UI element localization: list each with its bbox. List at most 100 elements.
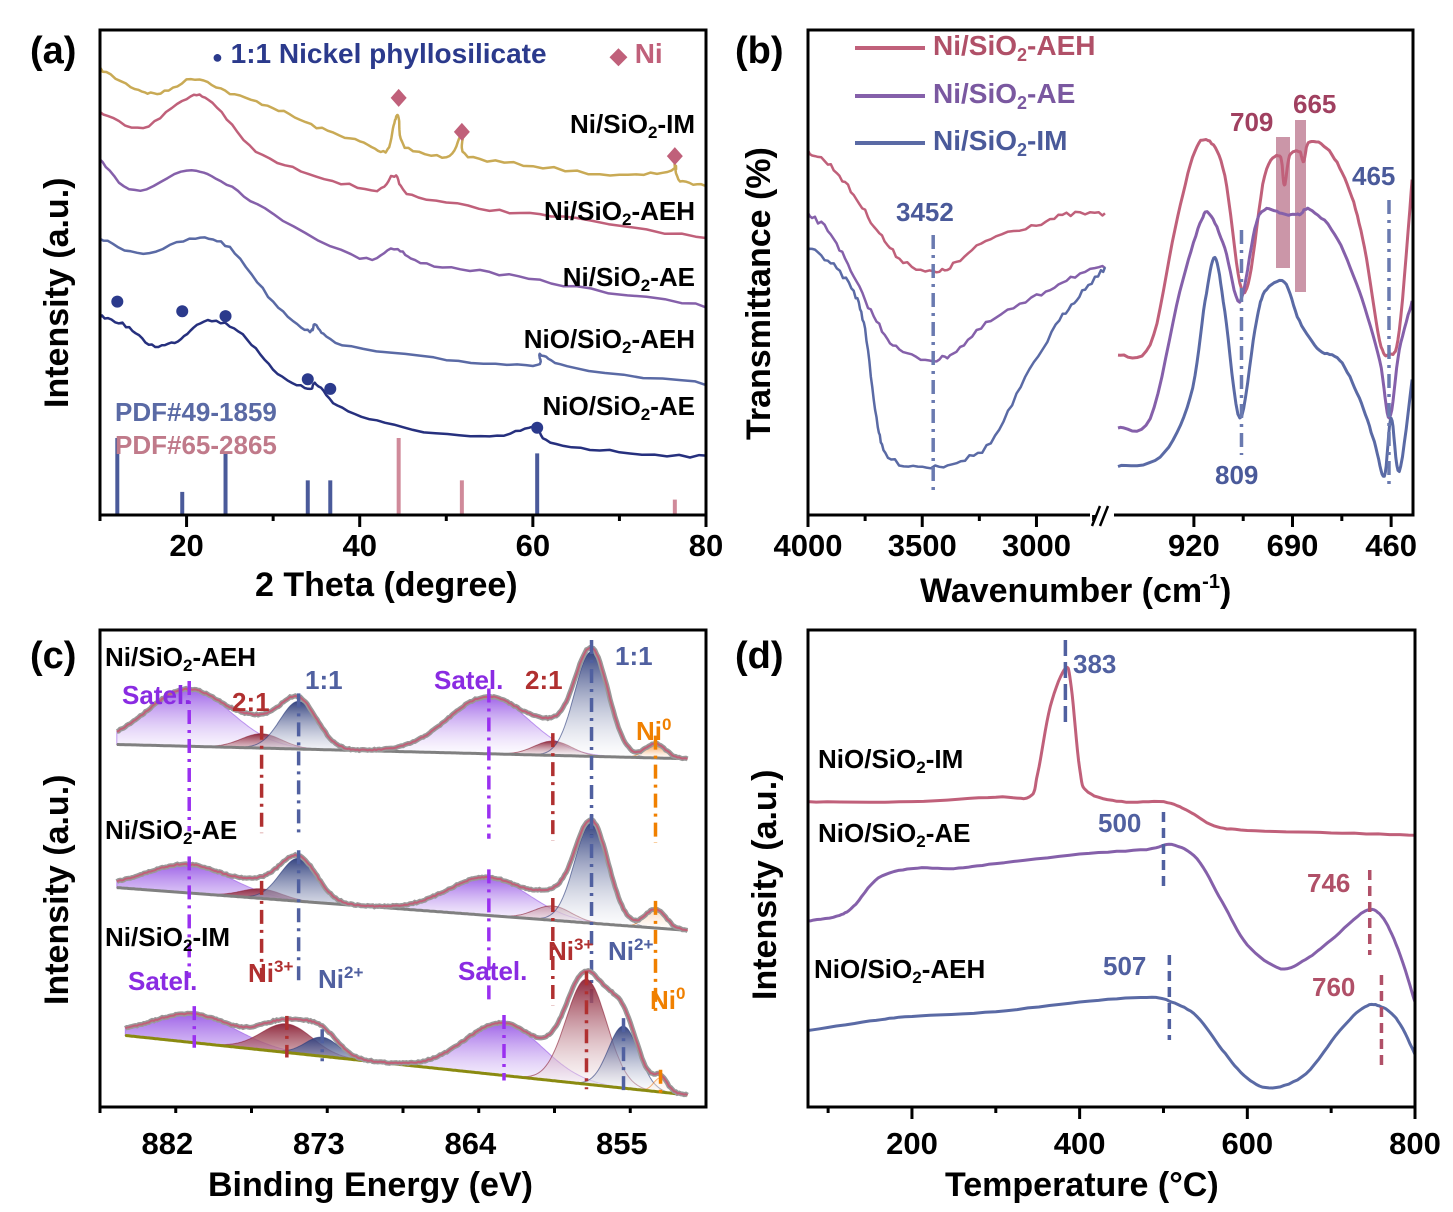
xrd-curve-Ni/SiO2-AE [99, 158, 707, 309]
legend-b-0: Ni/SiO2-AEH [933, 30, 1096, 65]
spectrum-label-c-2: Ni/SiO2-IM [105, 924, 230, 954]
panel-label-c: (c) [30, 635, 77, 677]
y-axis-title-d: Intensity (a.u.) [746, 769, 784, 1000]
panel-label-a: (a) [30, 30, 77, 72]
peak-annotation-sup: 0 [676, 984, 686, 1003]
phyllosilicate-marker [531, 421, 544, 434]
peak-annotation-text: Ni [318, 964, 344, 994]
label-sub: 2 [640, 405, 651, 424]
label-text: NiO/SiO [523, 324, 622, 354]
legend-ni: ◆ Ni [610, 40, 663, 68]
label-text: -IM [925, 744, 964, 774]
label-sub: 2 [183, 656, 193, 675]
label-sub: 2 [916, 758, 926, 777]
x-tick-label-b: 460 [1365, 528, 1417, 563]
ftir-curve-left-Ni/SiO2-AEH [806, 149, 1106, 274]
tpr-curve-NiO/SiO2-AEH [807, 995, 1417, 1090]
ftir-curve-right-Ni/SiO2-AEH [1117, 138, 1414, 360]
label-text: Ni/SiO [105, 642, 184, 672]
peak-annotation-text: Satel. [122, 680, 192, 710]
label-text: Ni/SiO [569, 109, 648, 139]
x-axis-title-d: Temperature (°C) [945, 1166, 1219, 1204]
label-text: -AEH [192, 642, 257, 672]
phyllosilicate-marker [111, 295, 124, 308]
panel-label-b: (b) [735, 30, 784, 72]
ni-marker [666, 147, 683, 166]
annotation-665: 665 [1293, 89, 1337, 119]
x-tick-label-a: 40 [342, 528, 377, 563]
peak-annotation-sup: 0 [662, 715, 672, 734]
peak-annotation-c: Ni3+ [548, 936, 593, 964]
curve-label-d-2: NiO/SiO2-AEH [814, 956, 985, 986]
curve-label-d-0: NiO/SiO2-IM [818, 746, 963, 776]
axis-break-gap [1090, 505, 1114, 525]
label-text: Ni/SiO [543, 196, 622, 226]
label-sub: 2 [621, 210, 632, 229]
peak-annotation-text: Satel. [434, 665, 504, 695]
peak-annotation-c: Ni0 [636, 716, 671, 744]
x-tick-label-a: 20 [169, 528, 204, 563]
x-tick-label-a: 60 [515, 528, 551, 563]
x-tick-label-d: 400 [1053, 1126, 1106, 1161]
y-axis-title-c: Intensity (a.u.) [38, 774, 76, 1005]
peak-annotation-text: Ni [650, 985, 676, 1015]
annotation-465: 465 [1352, 161, 1396, 191]
peak-annotation-c: Satel. [128, 968, 197, 994]
label-sub: 2 [912, 968, 922, 987]
peak-annotation-c: 1:1 [305, 667, 343, 693]
curve-label-a-4: NiO/SiO2-AE [543, 393, 696, 423]
peak-annotation-c: Ni2+ [318, 964, 363, 992]
label-sub: 2 [183, 936, 193, 955]
x-tick-label-d: 200 [886, 1126, 938, 1161]
x-axis-title-b-text: Wavenumber (cm [920, 572, 1203, 610]
label-sub: 2 [916, 832, 926, 851]
label-text: -IM [657, 109, 695, 139]
label-text: -AEH [631, 324, 695, 354]
x-axis-title-a: 2 Theta (degree) [255, 566, 518, 604]
annotation-3452: 3452 [896, 197, 954, 227]
x-tick-label-c: 882 [141, 1126, 194, 1161]
x-tick-label-d: 600 [1221, 1126, 1274, 1161]
ni-marker [453, 122, 470, 141]
legend-ni-label: Ni [634, 38, 663, 69]
x-tick-label-b: 690 [1266, 528, 1319, 563]
xrd-curve-Ni/SiO2-IM [98, 66, 707, 188]
y-axis-title-b: Transmittance (%) [740, 147, 778, 440]
peak-annotation-text: Ni [608, 936, 634, 966]
curve-label-d-1: NiO/SiO2-AE [818, 820, 971, 850]
curve-label-a-0: Ni/SiO2-IM [570, 111, 695, 141]
curve-label-a-1: Ni/SiO2-AEH [544, 198, 695, 228]
peak-annotation-text: 2:1 [232, 687, 270, 717]
label-text: Ni/SiO [105, 815, 184, 845]
curve-label-a-2: Ni/SiO2-AE [563, 264, 695, 294]
peak-annotation-text: 1:1 [305, 665, 343, 695]
peak-annotation-c: 1:1 [615, 643, 653, 669]
panel-label-d: (d) [735, 635, 784, 677]
label-text: -AE [650, 262, 695, 292]
label-text: -AE [650, 391, 695, 421]
label-sub: 2 [640, 276, 651, 295]
x-tick-label-b: 4000 [773, 528, 843, 563]
annotation-383: 383 [1073, 649, 1117, 679]
peak-annotation-text: 2:1 [525, 665, 563, 695]
peak-annotation-text: Ni [248, 958, 274, 988]
xrd-curve-Ni/SiO2-AEH [99, 93, 707, 240]
annotation-760: 760 [1312, 972, 1356, 1002]
peak-annotation-c: Ni2+ [608, 936, 653, 964]
peak-annotation-c: Ni0 [650, 985, 685, 1013]
peak-annotation-c: Ni3+ [248, 958, 293, 986]
annotation-746: 746 [1307, 868, 1351, 898]
x-tick-label-c: 864 [444, 1126, 497, 1161]
reference-label-pdf-65-2865: PDF#65-2865 [115, 430, 277, 460]
xrd-curve-NiO/SiO2-AEH [99, 236, 707, 387]
peak-annotation-sup: 3+ [574, 935, 594, 954]
peak-annotation-sup: 2+ [634, 935, 654, 954]
axis-break-icon [1090, 505, 1110, 527]
diamond-marker-icon: ◆ [610, 43, 627, 68]
peak-annotation-c: 2:1 [232, 689, 270, 715]
peak-annotation-text: 1:1 [615, 641, 653, 671]
peak-annotation-sup: 3+ [274, 957, 294, 976]
band-665 [1295, 120, 1306, 292]
legend-b-2: Ni/SiO2-IM [933, 125, 1068, 160]
